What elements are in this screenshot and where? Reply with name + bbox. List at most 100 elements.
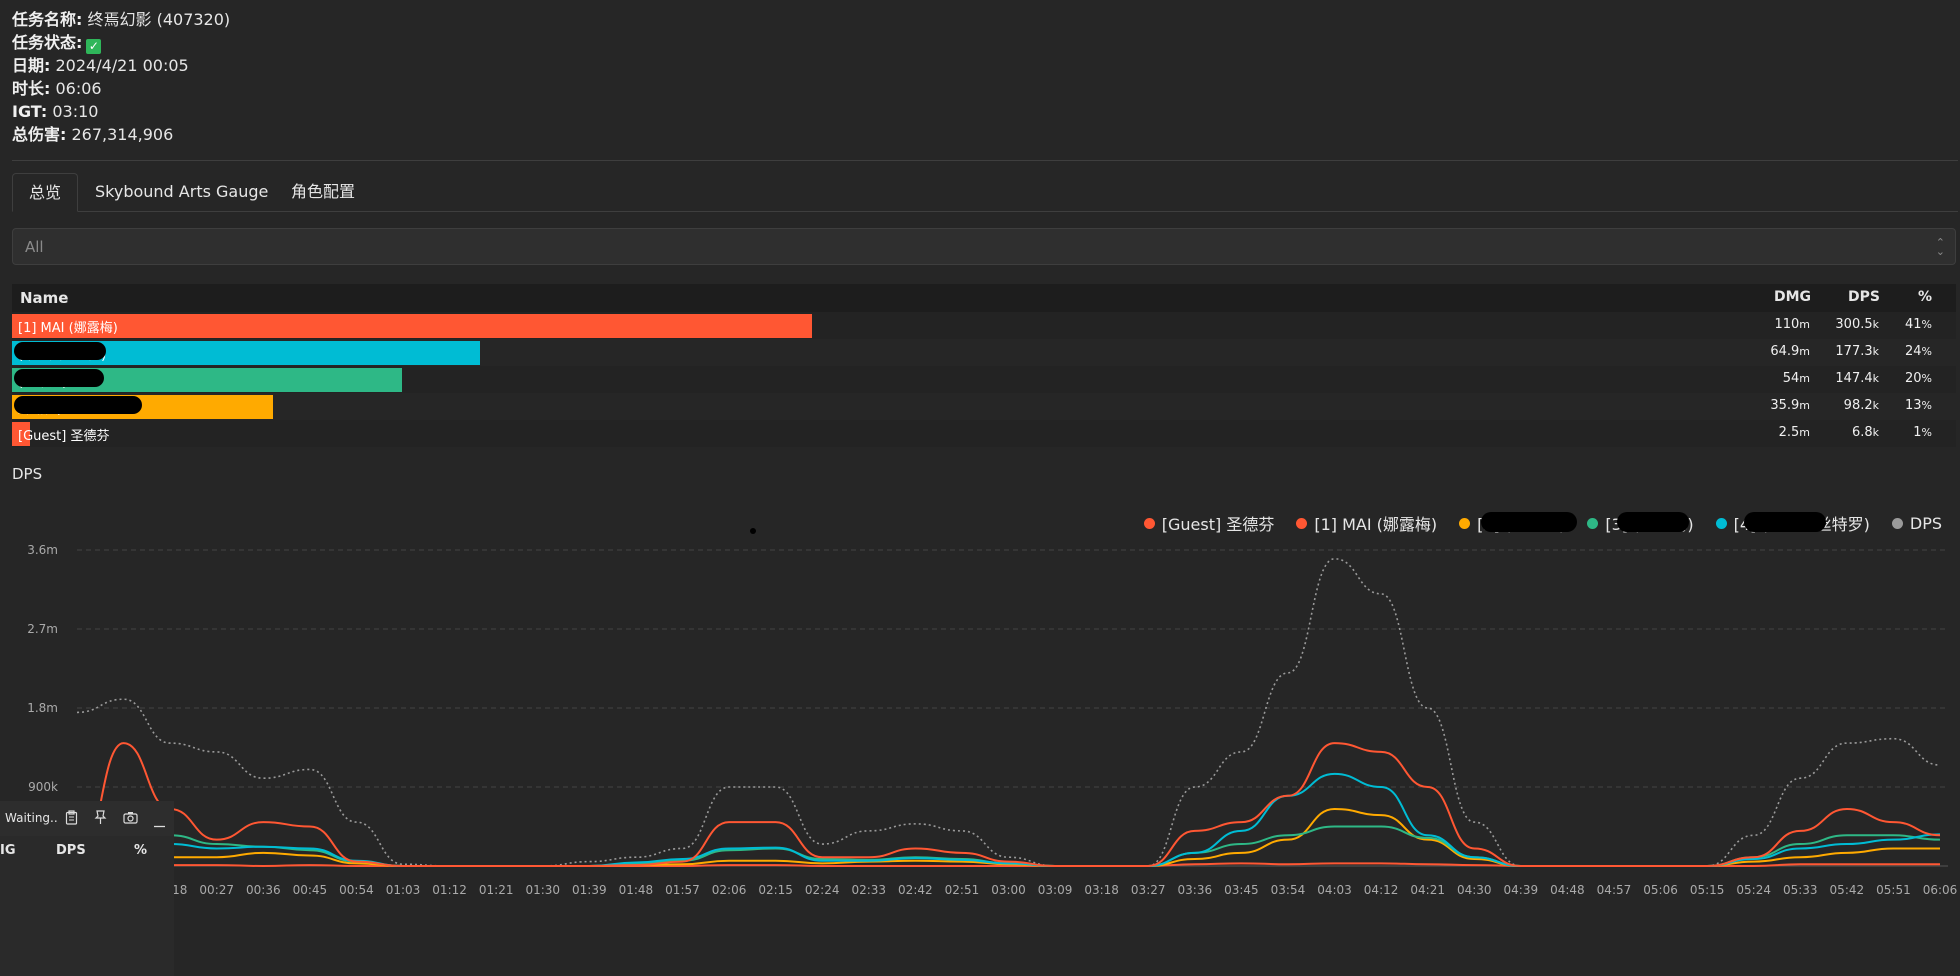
date-value: 2024/4/21 00:05 bbox=[55, 56, 189, 75]
legend-dot bbox=[1296, 517, 1308, 529]
tab-character-config[interactable]: 角色配置 bbox=[291, 182, 356, 201]
dmg-cell-unit: m bbox=[1799, 345, 1810, 358]
task-status-row: 任务状态: ✓ bbox=[12, 31, 230, 54]
legend-item[interactable]: [3] (拉卡姆) bbox=[1587, 511, 1694, 535]
pct-cell-unit: % bbox=[1921, 372, 1932, 385]
damage-table: Name DMG DPS % [1] MAI (娜露梅) 110m 300.5k 41… bbox=[12, 284, 1956, 447]
pct-cell-value: 1 bbox=[1913, 425, 1922, 440]
legend-dot bbox=[1459, 517, 1471, 529]
legend-item[interactable]: [2] (娜露梅) bbox=[1459, 511, 1578, 535]
col-header-pct[interactable]: % bbox=[1917, 289, 1932, 305]
y-tick-label: 2.7m bbox=[27, 622, 58, 636]
damage-share-bar bbox=[12, 314, 812, 338]
date-label: 日期: bbox=[12, 56, 51, 75]
x-tick-label: 04:03 bbox=[1317, 883, 1352, 897]
total-damage-label: 总伤害: bbox=[12, 125, 67, 144]
x-tick-label: 01:30 bbox=[525, 883, 560, 897]
total-damage-row: 总伤害: 267,314,906 bbox=[12, 123, 230, 146]
overlay-status: Waiting.. bbox=[5, 811, 58, 825]
overlay-col-dmg: IG bbox=[0, 843, 16, 858]
overlay-header: IG DPS % bbox=[0, 841, 174, 863]
dmg-cell-unit: m bbox=[1799, 318, 1810, 331]
dps-cell: 177.3k bbox=[1835, 344, 1879, 359]
damage-share-bar bbox=[12, 422, 30, 446]
redaction-mark bbox=[1617, 512, 1690, 532]
x-tick-label: 04:21 bbox=[1410, 883, 1445, 897]
col-header-dps[interactable]: DPS bbox=[1848, 289, 1880, 305]
overlay-col-dps: DPS bbox=[56, 843, 86, 858]
dps-cell: 98.2k bbox=[1844, 398, 1879, 413]
dmg-cell: 64.9m bbox=[1770, 344, 1810, 359]
legend-item[interactable]: [4] (卡莉奥丝特罗) bbox=[1715, 511, 1870, 535]
x-tick-label: 05:06 bbox=[1643, 883, 1678, 897]
redaction-mark bbox=[14, 342, 106, 360]
series-line-1[interactable] bbox=[76, 742, 1941, 867]
dps-cell-value: 98.2 bbox=[1843, 398, 1873, 413]
player-name: [Guest] 圣德芬 bbox=[18, 429, 110, 444]
redaction-mark bbox=[1743, 512, 1826, 532]
col-header-name[interactable]: Name bbox=[20, 289, 69, 307]
x-tick-label: 04:12 bbox=[1364, 883, 1399, 897]
x-tick-label: 01:12 bbox=[432, 883, 467, 897]
x-tick-label: 05:42 bbox=[1830, 883, 1865, 897]
series-line-4[interactable] bbox=[76, 772, 1941, 867]
igt-value: 03:10 bbox=[52, 102, 99, 121]
legend-label: [1] MAI (娜露梅) bbox=[1314, 515, 1438, 534]
tab-skybound-arts-gauge[interactable]: Skybound Arts Gauge bbox=[95, 182, 269, 201]
legend-item[interactable]: DPS bbox=[1891, 511, 1942, 535]
pct-cell: 20% bbox=[1905, 371, 1932, 386]
dmg-cell: 110m bbox=[1774, 317, 1810, 332]
dps-cell-value: 147.4 bbox=[1835, 371, 1873, 386]
pct-cell-unit: % bbox=[1921, 399, 1932, 412]
igt-label: IGT: bbox=[12, 102, 48, 121]
task-name-value: 终焉幻影 (407320) bbox=[87, 10, 231, 29]
y-tick-label: 900k bbox=[28, 780, 58, 794]
mini-meter-overlay: Waiting.. IG DPS % bbox=[0, 801, 174, 976]
redaction-mark bbox=[14, 396, 142, 414]
dmg-cell: 35.9m bbox=[1770, 398, 1810, 413]
date-row: 日期: 2024/4/21 00:05 bbox=[12, 54, 230, 77]
table-row[interactable]: [1] MAI (娜露梅) 110m 300.5k 41% bbox=[12, 312, 1956, 339]
legend-item[interactable]: [Guest] 圣德芬 bbox=[1143, 511, 1274, 535]
y-tick-label: 3.6m bbox=[27, 543, 58, 557]
x-tick-label: 01:48 bbox=[619, 883, 654, 897]
dmg-cell-unit: m bbox=[1799, 372, 1810, 385]
camera-icon[interactable] bbox=[123, 811, 138, 827]
pct-cell-unit: % bbox=[1921, 345, 1932, 358]
x-tick-label: 00:45 bbox=[293, 883, 328, 897]
dps-cell-value: 300.5 bbox=[1835, 317, 1873, 332]
x-tick-label: 03:54 bbox=[1271, 883, 1306, 897]
total-damage-value: 267,314,906 bbox=[71, 125, 174, 144]
x-tick-label: 03:45 bbox=[1224, 883, 1259, 897]
pct-cell-value: 13 bbox=[1905, 398, 1922, 413]
player-name: [1] MAI (娜露梅) bbox=[18, 321, 118, 336]
chart-legend: [Guest] 圣德芬 [1] MAI (娜露梅) [2] (娜露梅) [3] (拉卡… bbox=[1143, 511, 1942, 535]
x-tick-label: 05:24 bbox=[1736, 883, 1771, 897]
legend-item[interactable]: [1] MAI (娜露梅) bbox=[1296, 511, 1437, 535]
divider bbox=[12, 160, 1958, 161]
cursor-dot bbox=[750, 528, 756, 534]
x-tick-label: 01:21 bbox=[479, 883, 514, 897]
dmg-cell-unit: m bbox=[1799, 399, 1810, 412]
player-filter-select[interactable]: All ⌃ ⌄ bbox=[12, 228, 1956, 265]
series-line-2[interactable] bbox=[76, 807, 1940, 867]
x-tick-label: 03:09 bbox=[1038, 883, 1073, 897]
minimize-icon[interactable] bbox=[153, 817, 166, 831]
series-line-5[interactable] bbox=[76, 557, 1941, 867]
pct-cell-unit: % bbox=[1921, 318, 1932, 331]
table-row[interactable]: [Guest] 圣德芬 2.5m 6.8k 1% bbox=[12, 420, 1956, 447]
x-tick-label: 06:06 bbox=[1923, 883, 1958, 897]
table-header: Name DMG DPS % bbox=[12, 284, 1956, 312]
x-tick-label: 04:48 bbox=[1550, 883, 1585, 897]
pin-icon[interactable] bbox=[94, 810, 107, 828]
x-tick-label: 01:39 bbox=[572, 883, 607, 897]
x-tick-label: 04:30 bbox=[1457, 883, 1492, 897]
tab-overview[interactable]: 总览 bbox=[12, 173, 79, 212]
overlay-col-pct: % bbox=[134, 843, 148, 858]
clipboard-icon[interactable] bbox=[65, 810, 78, 828]
col-header-dmg[interactable]: DMG bbox=[1773, 289, 1811, 305]
dmg-cell-value: 54 bbox=[1782, 371, 1800, 386]
